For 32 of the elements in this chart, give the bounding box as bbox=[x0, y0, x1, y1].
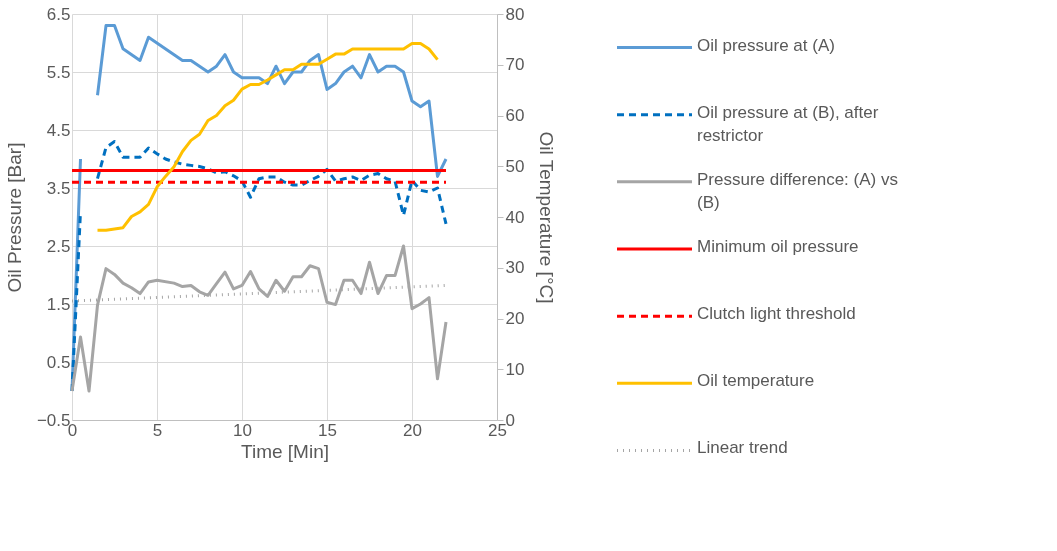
y-tick-label: 2.5 bbox=[46, 236, 71, 256]
y-axis-title: Oil Pressure [Bar] bbox=[3, 142, 25, 293]
y2-tick-label: 50 bbox=[505, 156, 525, 176]
line-series bbox=[70, 244, 448, 393]
y-tick-label: 5.5 bbox=[46, 62, 71, 82]
x-tick-label: 20 bbox=[403, 420, 422, 440]
y2-tick-label: 40 bbox=[505, 207, 525, 227]
y2-tick-label: 10 bbox=[505, 359, 525, 379]
legend-label: Minimum oil pressure bbox=[697, 237, 859, 256]
y2-tick-label: 20 bbox=[505, 309, 525, 328]
x-tick-label: 5 bbox=[152, 420, 163, 440]
legend-label: Pressure difference: (A) vs (B) bbox=[697, 169, 898, 212]
y2-tick-label: 80 bbox=[505, 4, 525, 24]
x-tick-label: 25 bbox=[488, 420, 507, 440]
line-series bbox=[96, 41, 439, 232]
legend-label: Linear trend bbox=[697, 438, 788, 458]
x-tick-label: 15 bbox=[318, 420, 337, 440]
y2-tick-label: 30 bbox=[505, 258, 525, 278]
legend-label: Oil pressure at (B), after restrictor bbox=[697, 102, 879, 145]
y-tick-label: 4.5 bbox=[46, 120, 71, 140]
y2-tick-label: 70 bbox=[505, 55, 525, 75]
x-axis-title: Time [Min] bbox=[241, 440, 329, 462]
y-tick-label: 3.5 bbox=[46, 178, 71, 198]
legend-label: Oil temperature bbox=[697, 371, 815, 391]
legend-label: Clutch light threshold bbox=[697, 304, 856, 324]
y-tick-label: 6.5 bbox=[46, 4, 71, 24]
legend-label: Oil pressure at (A) bbox=[697, 35, 835, 55]
y-tick-label: 1.5 bbox=[46, 294, 71, 314]
y2-tick-label: 60 bbox=[505, 106, 525, 125]
x-tick-label: 10 bbox=[233, 420, 252, 440]
y-tick-label: 0.5 bbox=[46, 352, 71, 372]
y2-axis-title: Oil Temperature [°C] bbox=[536, 131, 558, 304]
